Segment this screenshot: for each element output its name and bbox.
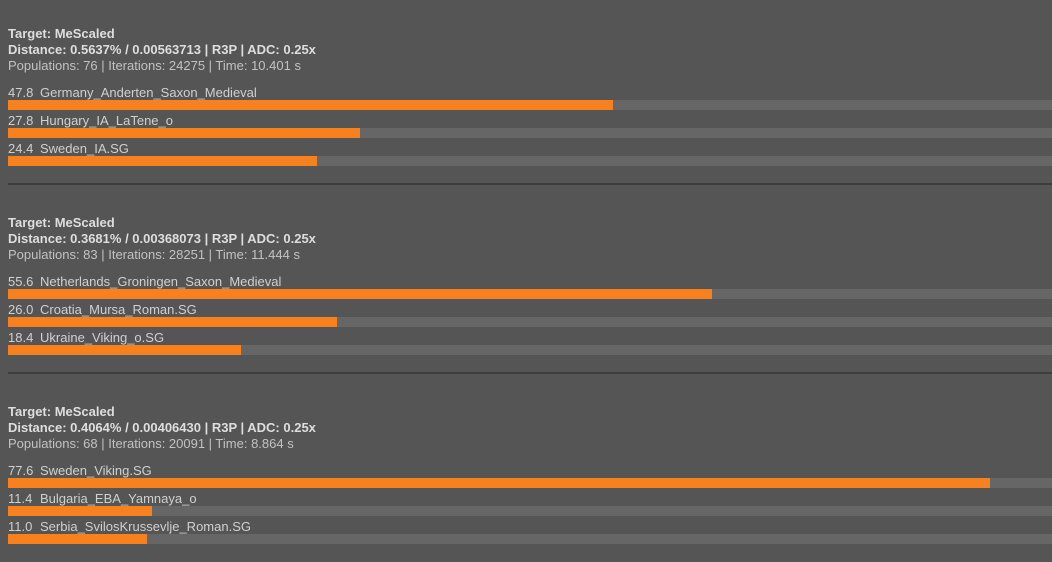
population-row: 47.8 Germany_Anderten_Saxon_Medieval [8, 86, 1052, 110]
bar-track [8, 345, 1052, 355]
bar-fill [8, 478, 990, 488]
population-row: 27.8 Hungary_IA_LaTene_o [8, 114, 1052, 138]
population-name: Sweden_IA.SG [40, 141, 129, 156]
distance-line: Distance: 0.4064% / 0.00406430 | R3P | A… [8, 420, 316, 435]
population-name: Hungary_IA_LaTene_o [40, 113, 173, 128]
population-label: 77.6 Sweden_Viking.SG [8, 464, 1052, 478]
population-name: Netherlands_Groningen_Saxon_Medieval [40, 274, 282, 289]
population-value: 24.4 [8, 141, 34, 156]
population-name: Sweden_Viking.SG [40, 463, 152, 478]
distance-line: Distance: 0.5637% / 0.00563713 | R3P | A… [8, 42, 316, 57]
population-name: Germany_Anderten_Saxon_Medieval [40, 85, 257, 100]
block-separator [8, 372, 1052, 374]
population-value: 77.6 [8, 463, 34, 478]
population-value: 55.6 [8, 274, 34, 289]
population-row: 55.6 Netherlands_Groningen_Saxon_Medieval [8, 275, 1052, 299]
population-name: Ukraine_Viking_o.SG [40, 330, 165, 345]
population-rows: 47.8 Germany_Anderten_Saxon_Medieval 27.8… [8, 86, 1052, 166]
target-line: Target: MeScaled [8, 26, 115, 41]
bar-fill [8, 100, 613, 110]
population-row: 77.6 Sweden_Viking.SG [8, 464, 1052, 488]
population-value: 18.4 [8, 330, 34, 345]
bar-fill [8, 506, 152, 516]
population-label: 18.4 Ukraine_Viking_o.SG [8, 331, 1052, 345]
block-separator [8, 183, 1052, 185]
bar-track [8, 478, 1052, 488]
bar-track [8, 289, 1052, 299]
population-value: 47.8 [8, 85, 34, 100]
bar-fill [8, 345, 241, 355]
bar-track [8, 100, 1052, 110]
model-block-3: Target: MeScaled Distance: 0.4064% / 0.0… [8, 404, 1052, 544]
bar-fill [8, 289, 712, 299]
stats-line: Populations: 68 | Iterations: 20091 | Ti… [8, 436, 294, 451]
population-row: 26.0 Croatia_Mursa_Roman.SG [8, 303, 1052, 327]
population-label: 11.0 Serbia_SvilosKrussevlje_Roman.SG [8, 520, 1052, 534]
population-rows: 55.6 Netherlands_Groningen_Saxon_Medieval… [8, 275, 1052, 355]
population-label: 27.8 Hungary_IA_LaTene_o [8, 114, 1052, 128]
bar-fill [8, 128, 360, 138]
model-block-1: Target: MeScaled Distance: 0.5637% / 0.0… [8, 26, 1052, 166]
population-label: 55.6 Netherlands_Groningen_Saxon_Medieval [8, 275, 1052, 289]
population-rows: 77.6 Sweden_Viking.SG 11.4 Bulgaria_EBA_Ya… [8, 464, 1052, 544]
model-header: Target: MeScaled Distance: 0.4064% / 0.0… [8, 404, 1052, 452]
stats-line: Populations: 83 | Iterations: 28251 | Ti… [8, 247, 300, 262]
model-header: Target: MeScaled Distance: 0.3681% / 0.0… [8, 215, 1052, 263]
model-header: Target: MeScaled Distance: 0.5637% / 0.0… [8, 26, 1052, 74]
population-label: 24.4 Sweden_IA.SG [8, 142, 1052, 156]
bar-track [8, 128, 1052, 138]
distance-line: Distance: 0.3681% / 0.00368073 | R3P | A… [8, 231, 316, 246]
population-value: 11.0 [8, 519, 33, 534]
population-label: 11.4 Bulgaria_EBA_Yamnaya_o [8, 492, 1052, 506]
bar-track [8, 534, 1052, 544]
bar-track [8, 506, 1052, 516]
target-line: Target: MeScaled [8, 215, 115, 230]
bar-track [8, 317, 1052, 327]
population-row: 24.4 Sweden_IA.SG [8, 142, 1052, 166]
population-value: 27.8 [8, 113, 34, 128]
population-row: 11.4 Bulgaria_EBA_Yamnaya_o [8, 492, 1052, 516]
population-label: 26.0 Croatia_Mursa_Roman.SG [8, 303, 1052, 317]
bar-track [8, 156, 1052, 166]
population-name: Bulgaria_EBA_Yamnaya_o [40, 491, 197, 506]
population-row: 11.0 Serbia_SvilosKrussevlje_Roman.SG [8, 520, 1052, 544]
population-name: Croatia_Mursa_Roman.SG [40, 302, 197, 317]
bar-fill [8, 156, 317, 166]
stats-line: Populations: 76 | Iterations: 24275 | Ti… [8, 58, 301, 73]
population-value: 11.4 [8, 491, 33, 506]
bar-fill [8, 317, 337, 327]
population-value: 26.0 [8, 302, 34, 317]
population-row: 18.4 Ukraine_Viking_o.SG [8, 331, 1052, 355]
target-line: Target: MeScaled [8, 404, 115, 419]
bar-fill [8, 534, 147, 544]
model-block-2: Target: MeScaled Distance: 0.3681% / 0.0… [8, 215, 1052, 355]
population-name: Serbia_SvilosKrussevlje_Roman.SG [40, 519, 251, 534]
population-label: 47.8 Germany_Anderten_Saxon_Medieval [8, 86, 1052, 100]
